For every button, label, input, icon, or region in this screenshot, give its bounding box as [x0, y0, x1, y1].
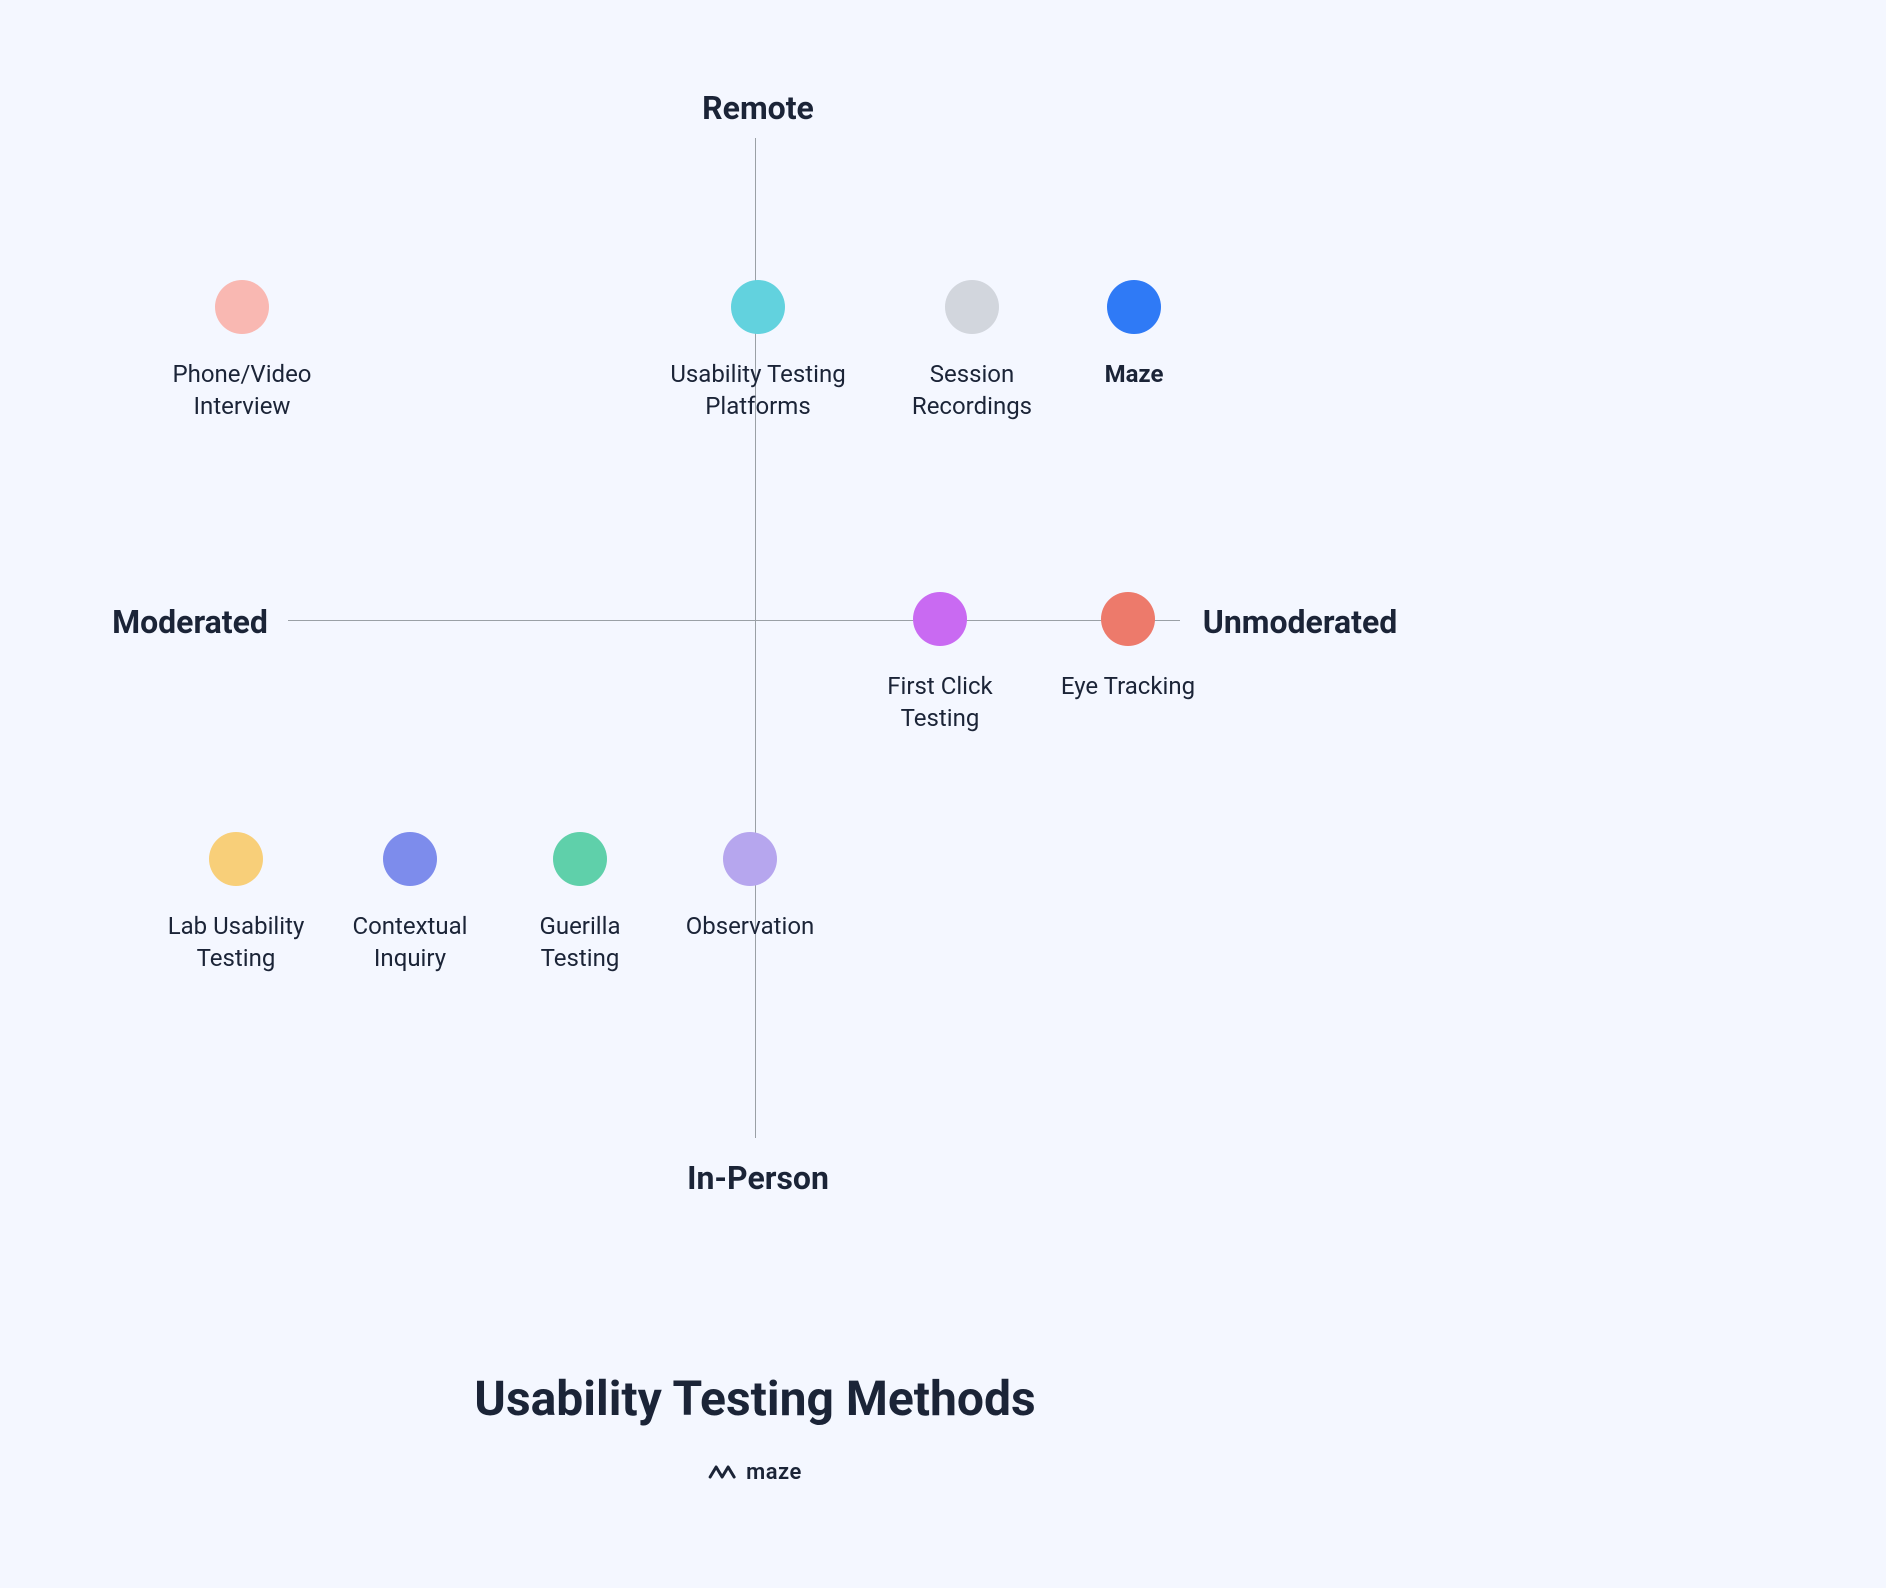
node-lab-usability-testing: Lab Usability Testing: [141, 832, 331, 975]
diagram-canvas: Remote In-Person Moderated Unmoderated P…: [0, 0, 1886, 1588]
node-first-click-testing: First Click Testing: [845, 592, 1035, 735]
node-dot-first-click-testing: [913, 592, 967, 646]
node-contextual-inquiry: Contextual Inquiry: [315, 832, 505, 975]
node-dot-maze: [1107, 280, 1161, 334]
axis-label-remote: Remote: [702, 89, 814, 127]
node-dot-session-recordings: [945, 280, 999, 334]
axis-label-moderated: Moderated: [112, 603, 268, 641]
node-label-phone-video-interview: Phone/Video Interview: [173, 358, 312, 423]
node-phone-video-interview: Phone/Video Interview: [147, 280, 337, 423]
brand-text: maze: [746, 1460, 802, 1485]
node-dot-lab-usability-testing: [209, 832, 263, 886]
maze-logo-icon: [708, 1463, 738, 1483]
node-observation: Observation: [655, 832, 845, 942]
brand-logo: maze: [708, 1460, 802, 1485]
node-label-first-click-testing: First Click Testing: [887, 670, 992, 735]
node-dot-phone-video-interview: [215, 280, 269, 334]
node-usability-platforms: Usability Testing Platforms: [663, 280, 853, 423]
node-label-guerilla-testing: Guerilla Testing: [540, 910, 621, 975]
node-label-session-recordings: Session Recordings: [912, 358, 1032, 423]
node-label-lab-usability-testing: Lab Usability Testing: [168, 910, 305, 975]
node-label-eye-tracking: Eye Tracking: [1061, 670, 1195, 702]
node-label-contextual-inquiry: Contextual Inquiry: [352, 910, 467, 975]
node-dot-observation: [723, 832, 777, 886]
axis-label-in-person: In-Person: [687, 1159, 829, 1197]
node-eye-tracking: Eye Tracking: [1033, 592, 1223, 702]
node-label-usability-platforms: Usability Testing Platforms: [670, 358, 845, 423]
node-label-observation: Observation: [686, 910, 815, 942]
node-dot-contextual-inquiry: [383, 832, 437, 886]
node-guerilla-testing: Guerilla Testing: [485, 832, 675, 975]
node-dot-guerilla-testing: [553, 832, 607, 886]
node-maze: Maze: [1039, 280, 1229, 390]
node-label-maze: Maze: [1105, 358, 1164, 390]
node-dot-eye-tracking: [1101, 592, 1155, 646]
chart-title: Usability Testing Methods: [474, 1370, 1035, 1427]
node-dot-usability-platforms: [731, 280, 785, 334]
axis-label-unmoderated: Unmoderated: [1203, 603, 1398, 641]
